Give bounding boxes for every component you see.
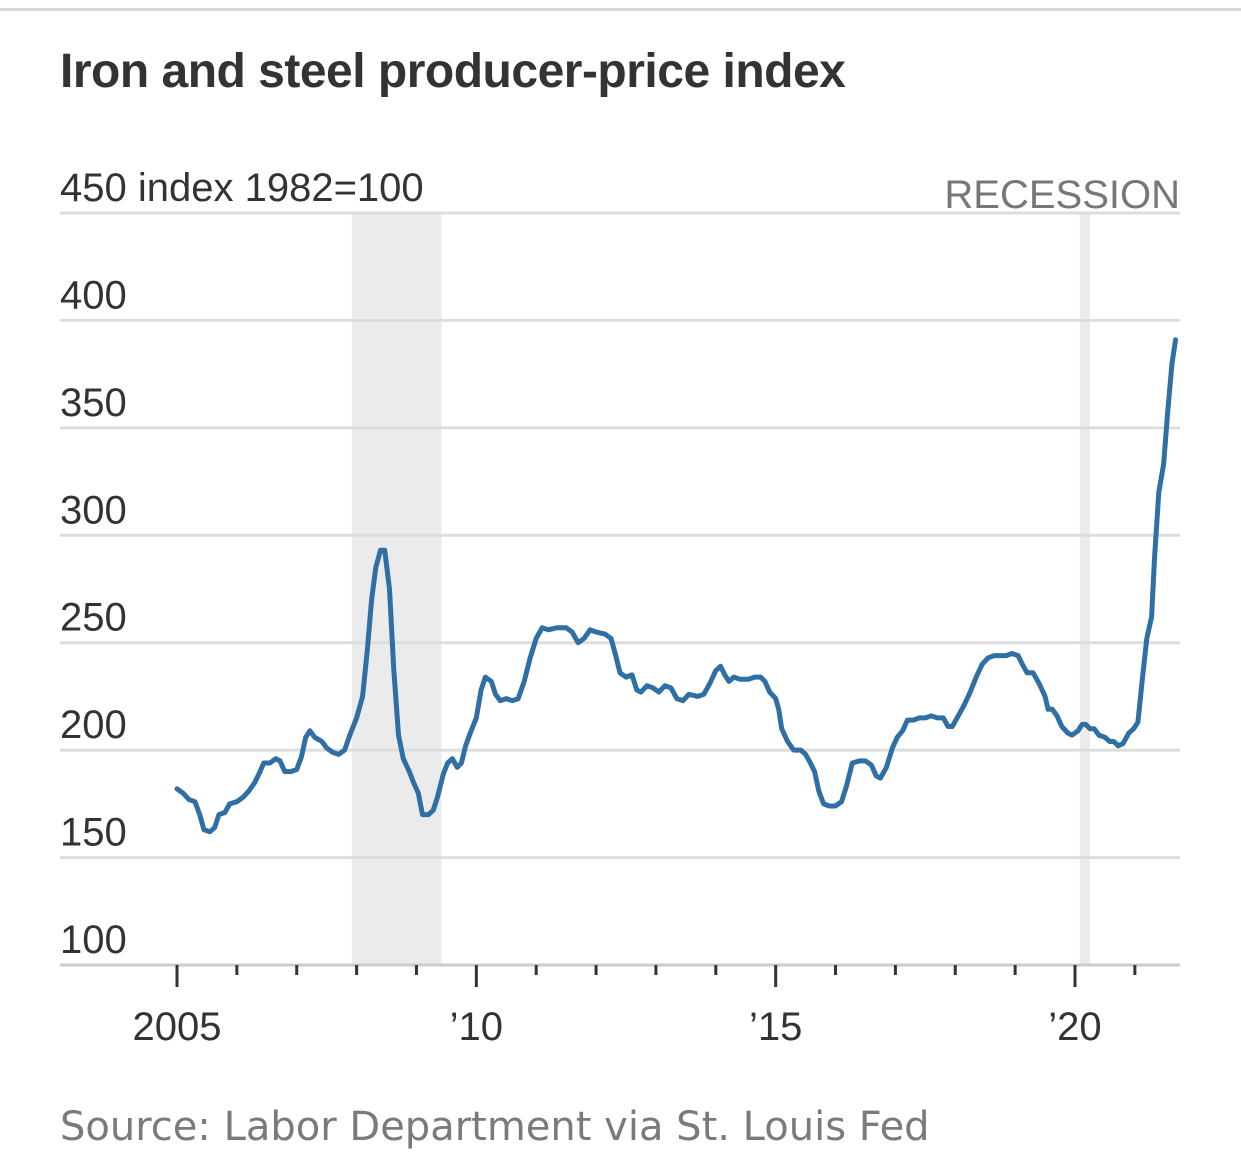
y-tick-label: 450 index 1982=100 <box>60 166 424 210</box>
gridlines <box>60 211 1180 860</box>
y-tick-label: 200 <box>60 703 127 747</box>
y-tick-label: 150 <box>60 811 127 855</box>
recession-bands <box>351 213 1090 965</box>
y-tick-label: 400 <box>60 273 127 317</box>
y-tick-label: 100 <box>60 918 127 962</box>
y-tick-label: 250 <box>60 596 127 640</box>
source-note: Source: Labor Department via St. Louis F… <box>60 1104 930 1150</box>
x-tick-label: 2005 <box>133 1005 222 1049</box>
chart-title: Iron and steel producer-price index <box>60 45 846 98</box>
y-tick-label: 350 <box>60 381 127 425</box>
x-tick-label: ’20 <box>1048 1005 1101 1049</box>
top-rule <box>0 8 1241 11</box>
x-tick-label: ’15 <box>749 1005 802 1049</box>
x-tick-label: ’10 <box>450 1005 503 1049</box>
series-line <box>174 337 1179 835</box>
x-axis-ticks <box>175 965 1137 987</box>
y-axis-labels: 100 150 200 250 300 350 400 450 index 1982=100 <box>60 166 424 962</box>
recession-band <box>1079 213 1090 965</box>
x-axis-labels: 2005 ’10 ’15 ’20 <box>133 1005 1102 1049</box>
recession-band <box>351 213 442 965</box>
y-tick-label: 300 <box>60 488 127 532</box>
recession-label: RECESSION <box>944 173 1180 217</box>
